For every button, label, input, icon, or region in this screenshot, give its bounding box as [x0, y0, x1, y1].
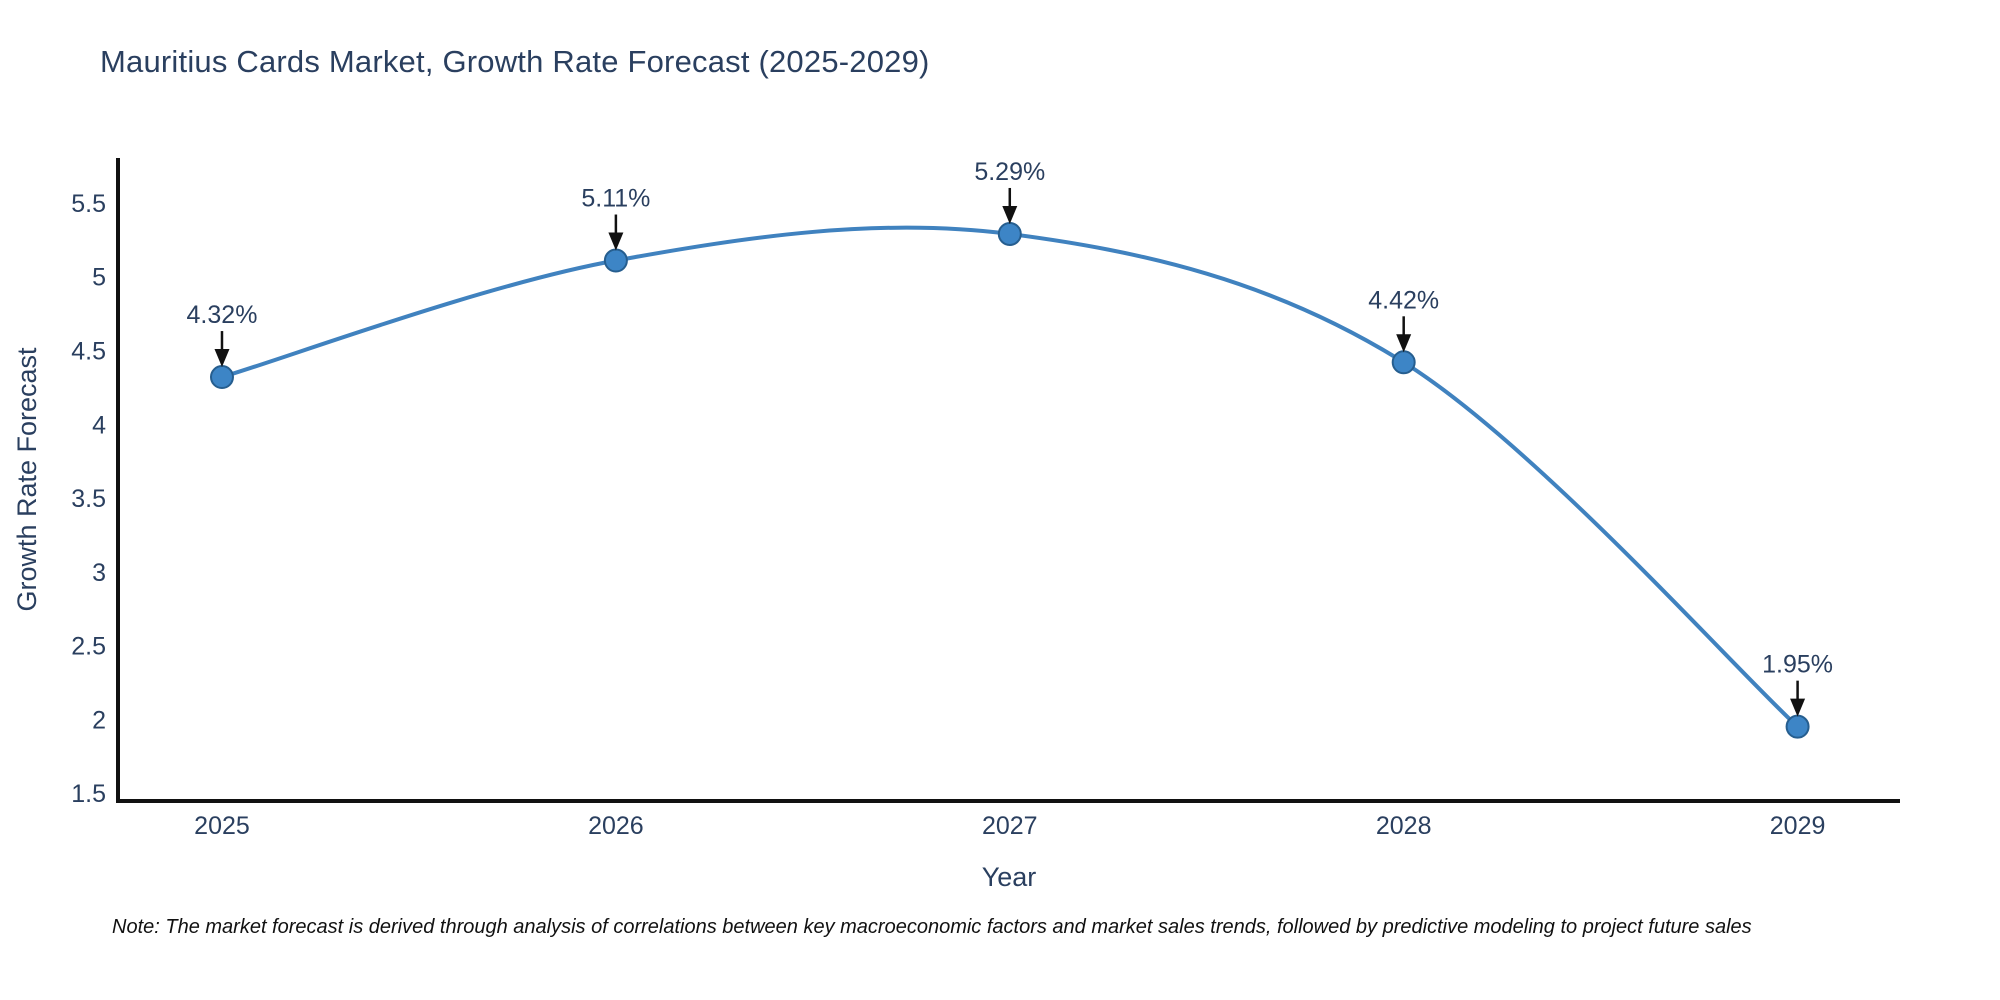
y-tick-label: 4 [92, 411, 106, 439]
data-point-label: 4.42% [1368, 286, 1439, 314]
data-point-marker [1391, 350, 1416, 375]
x-tick-label: 2025 [194, 812, 250, 840]
annotation-arrow-head [1790, 698, 1806, 717]
data-point-marker [1785, 714, 1810, 739]
y-tick-label: 2.5 [71, 633, 106, 661]
y-tick-label: 3 [92, 559, 106, 587]
chart-title: Mauritius Cards Market, Growth Rate Fore… [100, 44, 930, 79]
x-tick-label: 2029 [1770, 812, 1826, 840]
data-point-marker [209, 365, 234, 390]
data-point-label: 4.32% [187, 301, 258, 329]
data-point-label: 1.95% [1762, 651, 1833, 679]
data-point-label: 5.29% [974, 158, 1045, 186]
y-tick-label: 2 [92, 706, 106, 734]
y-axis-title: Growth Rate Forecast [12, 347, 42, 612]
annotation-arrow-head [1002, 205, 1018, 224]
annotation-arrow-head [608, 232, 624, 251]
y-tick-label: 5 [92, 264, 106, 292]
series-line [219, 225, 1800, 729]
data-point-marker [997, 221, 1022, 246]
y-tick-label: 3.5 [71, 485, 106, 513]
y-tick-label: 4.5 [71, 338, 106, 366]
x-tick-label: 2027 [982, 812, 1038, 840]
y-tick-label: 1.5 [71, 780, 106, 808]
x-tick-label: 2028 [1376, 812, 1432, 840]
data-point-label: 5.11% [581, 185, 650, 213]
x-axis-title: Year [982, 862, 1037, 892]
footnote: Note: The market forecast is derived thr… [112, 916, 1752, 938]
annotation-arrow-head [1396, 334, 1412, 353]
y-tick-label: 5.5 [71, 190, 106, 218]
annotation-arrow-head [214, 349, 230, 368]
x-tick-label: 2026 [588, 812, 644, 840]
axis-lines [116, 158, 1900, 803]
data-point-marker [603, 248, 628, 273]
